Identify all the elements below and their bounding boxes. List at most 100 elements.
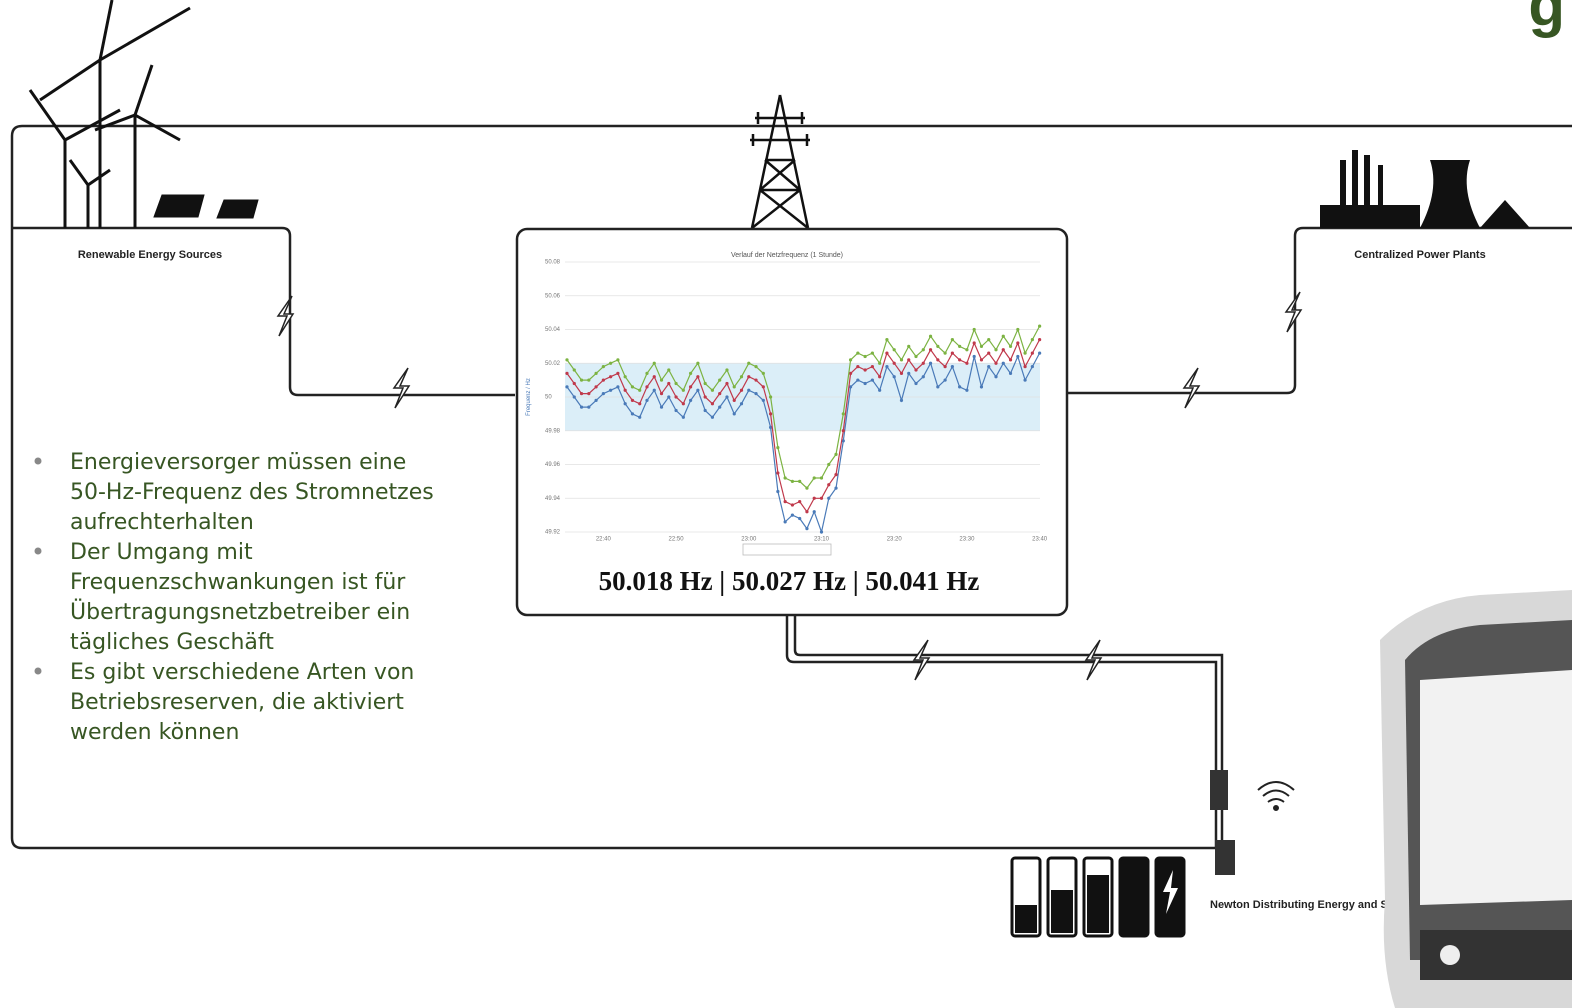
data-point — [667, 368, 671, 372]
data-point — [609, 375, 613, 379]
data-point — [1016, 354, 1020, 359]
x-tick-label: 22:40 — [596, 537, 612, 543]
data-point — [1008, 358, 1013, 362]
data-point — [921, 375, 925, 379]
data-point — [667, 381, 671, 386]
data-point — [965, 348, 969, 352]
bolt — [1284, 291, 1303, 333]
data-point — [943, 378, 947, 382]
data-point — [812, 476, 816, 480]
data-point — [870, 378, 874, 382]
data-point — [587, 392, 591, 396]
y-tick-label: 49.96 — [545, 462, 561, 468]
pylon-icon — [750, 94, 810, 229]
data-point — [579, 405, 584, 409]
data-point — [892, 348, 896, 352]
data-point — [579, 392, 584, 396]
y-tick-label: 50.02 — [545, 361, 561, 367]
data-point — [725, 395, 729, 399]
data-point — [725, 368, 729, 372]
data-point — [943, 365, 947, 369]
data-point — [667, 395, 671, 399]
bolt — [276, 295, 295, 337]
data-point — [885, 365, 889, 369]
data-point — [1008, 371, 1013, 375]
bullet-line: Energieversorger müssen eine — [70, 450, 406, 475]
data-point — [798, 479, 802, 483]
bullet-line: Betriebsreserven, die aktiviert — [70, 690, 404, 715]
node-label: Centralized Power Plants — [1354, 249, 1485, 261]
renewable-link — [12, 226, 515, 397]
data-point — [841, 429, 845, 433]
bullet-dot — [34, 457, 42, 465]
data-point — [623, 388, 627, 392]
data-point — [565, 371, 569, 375]
data-point — [1001, 348, 1005, 352]
data-point — [609, 388, 613, 392]
bullet-line: werden können — [70, 720, 239, 745]
data-point — [638, 415, 642, 419]
data-point — [1023, 378, 1027, 382]
data-point — [609, 361, 613, 365]
data-point — [594, 398, 598, 402]
x-tick-label: 23:30 — [959, 537, 975, 543]
data-point — [754, 365, 758, 369]
data-point — [958, 358, 962, 362]
data-point — [936, 385, 940, 389]
bolt — [392, 367, 411, 409]
data-point — [914, 354, 918, 359]
data-point — [616, 358, 620, 362]
bullet-line: Frequenzschwankungen ist für — [70, 570, 406, 595]
battery-icons — [1010, 856, 1186, 938]
data-point — [979, 358, 984, 362]
y-tick-label: 49.94 — [545, 496, 561, 502]
data-point — [587, 378, 591, 382]
legend-box — [742, 543, 832, 556]
data-point — [936, 358, 940, 362]
data-point — [659, 392, 664, 396]
data-point — [616, 371, 620, 375]
data-point — [623, 375, 627, 379]
data-point — [710, 402, 715, 406]
data-point — [630, 385, 635, 389]
data-point — [965, 361, 969, 365]
data-point — [994, 361, 998, 365]
bullet-line: Es gibt verschiedene Arten von — [70, 660, 414, 685]
data-point — [572, 368, 576, 372]
data-point — [768, 425, 773, 429]
data-point — [914, 368, 918, 372]
data-point — [943, 351, 947, 355]
data-point — [616, 385, 620, 389]
data-point — [761, 398, 765, 402]
data-point — [674, 395, 678, 399]
data-point — [710, 388, 715, 392]
data-point — [768, 395, 773, 399]
data-point — [798, 516, 802, 521]
plant-icon — [1320, 150, 1530, 228]
data-point — [1038, 351, 1042, 355]
data-point — [928, 361, 933, 365]
data-point — [1030, 351, 1034, 355]
x-tick-label: 23:10 — [814, 537, 830, 543]
data-point — [819, 496, 824, 500]
data-point — [848, 385, 853, 389]
data-point — [1023, 351, 1027, 355]
y-tick-label: 50.04 — [545, 327, 561, 333]
y-tick-label: 50 — [545, 395, 552, 401]
data-point — [696, 388, 700, 392]
data-point — [841, 412, 845, 416]
data-point — [834, 486, 838, 490]
data-point — [703, 395, 707, 399]
data-point — [819, 476, 824, 480]
data-point — [827, 462, 831, 467]
data-point — [805, 510, 809, 514]
bullet-dot — [34, 547, 42, 555]
data-point — [638, 388, 642, 392]
data-point — [761, 371, 765, 375]
data-point — [645, 398, 649, 402]
data-point — [739, 375, 744, 379]
storage-link-b — [793, 615, 1224, 848]
bullet-line: Der Umgang mit — [70, 540, 253, 565]
data-point — [885, 351, 889, 355]
data-point — [878, 388, 882, 392]
